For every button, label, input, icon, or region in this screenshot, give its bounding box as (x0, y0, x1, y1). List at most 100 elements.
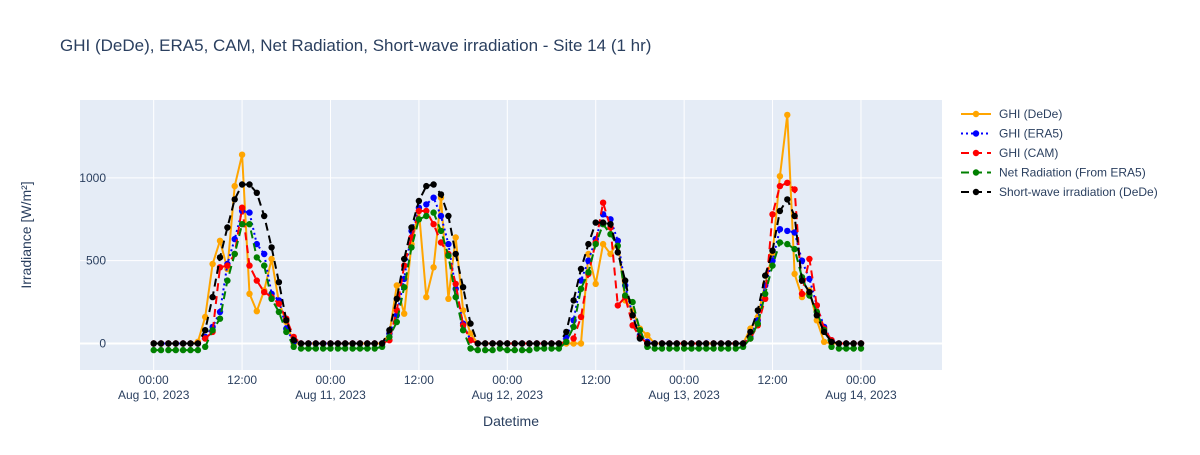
data-point[interactable] (445, 295, 452, 302)
data-point[interactable] (784, 111, 791, 119)
data-point[interactable] (423, 182, 430, 190)
data-point[interactable] (482, 346, 489, 354)
data-point[interactable] (202, 335, 209, 342)
data-point[interactable] (791, 270, 798, 278)
data-point[interactable] (452, 234, 459, 241)
data-point[interactable] (231, 250, 238, 258)
data-point[interactable] (680, 340, 688, 347)
data-point[interactable] (482, 340, 489, 347)
data-point[interactable] (717, 340, 725, 347)
data-point[interactable] (599, 240, 607, 248)
data-point[interactable] (577, 285, 585, 292)
data-point[interactable] (194, 346, 202, 354)
data-point[interactable] (776, 226, 784, 233)
data-point[interactable] (518, 340, 526, 347)
data-point[interactable] (172, 346, 179, 354)
data-point[interactable] (769, 262, 776, 269)
data-point[interactable] (452, 250, 459, 258)
data-point[interactable] (710, 345, 717, 352)
data-point[interactable] (784, 227, 791, 235)
data-point[interactable] (165, 346, 172, 354)
data-point[interactable] (437, 239, 445, 246)
data-point[interactable] (209, 293, 216, 301)
data-point[interactable] (577, 313, 585, 321)
data-point[interactable] (791, 186, 798, 193)
data-point[interactable] (238, 181, 246, 188)
data-point[interactable] (334, 340, 342, 347)
data-point[interactable] (231, 196, 238, 203)
data-point[interactable] (563, 338, 570, 345)
data-point[interactable] (496, 345, 504, 352)
data-point[interactable] (246, 290, 253, 297)
data-point[interactable] (636, 327, 644, 334)
legend-item[interactable]: Short-wave irradiation (DeDe) (961, 185, 1158, 199)
data-point[interactable] (371, 340, 378, 347)
data-point[interactable] (179, 340, 187, 347)
data-point[interactable] (275, 300, 283, 307)
data-point[interactable] (165, 340, 172, 347)
data-point[interactable] (784, 179, 791, 186)
data-point[interactable] (261, 288, 268, 296)
data-point[interactable] (607, 221, 614, 228)
data-point[interactable] (290, 337, 297, 344)
data-point[interactable] (423, 293, 430, 301)
data-point[interactable] (813, 312, 820, 319)
data-point[interactable] (776, 173, 784, 180)
data-point[interactable] (157, 340, 165, 347)
data-point[interactable] (401, 284, 408, 291)
data-point[interactable] (548, 345, 555, 352)
data-point[interactable] (415, 216, 423, 223)
data-point[interactable] (725, 340, 732, 347)
data-point[interactable] (327, 340, 334, 347)
data-point[interactable] (297, 345, 305, 352)
data-point[interactable] (474, 346, 481, 354)
data-point[interactable] (570, 297, 577, 304)
data-point[interactable] (290, 343, 297, 350)
data-point[interactable] (305, 345, 312, 352)
data-point[interactable] (312, 340, 319, 347)
data-point[interactable] (261, 250, 268, 258)
data-point[interactable] (437, 227, 445, 235)
data-point[interactable] (614, 237, 621, 244)
data-point[interactable] (187, 346, 194, 354)
data-point[interactable] (555, 345, 563, 352)
data-point[interactable] (342, 345, 349, 352)
data-point[interactable] (342, 340, 349, 347)
data-point[interactable] (393, 295, 400, 302)
data-point[interactable] (644, 340, 651, 347)
data-point[interactable] (533, 345, 540, 352)
data-point[interactable] (762, 272, 769, 279)
data-point[interactable] (246, 209, 253, 216)
series-net-radiation-from-era5[interactable] (150, 209, 865, 354)
data-point[interactable] (592, 219, 599, 226)
data-point[interactable] (607, 250, 614, 258)
data-point[interactable] (452, 280, 459, 288)
data-point[interactable] (798, 290, 806, 297)
data-point[interactable] (253, 277, 260, 284)
data-point[interactable] (791, 229, 798, 236)
data-point[interactable] (261, 212, 268, 220)
data-point[interactable] (673, 345, 680, 352)
data-point[interactable] (541, 340, 548, 347)
data-point[interactable] (703, 340, 710, 347)
data-point[interactable] (386, 333, 393, 341)
data-point[interactable] (533, 340, 540, 347)
data-point[interactable] (850, 340, 857, 347)
data-point[interactable] (732, 340, 739, 347)
data-point[interactable] (592, 280, 599, 288)
data-point[interactable] (688, 345, 695, 352)
data-point[interactable] (349, 340, 356, 347)
data-point[interactable] (216, 237, 224, 244)
data-point[interactable] (172, 340, 179, 347)
data-point[interactable] (776, 207, 784, 215)
data-point[interactable] (246, 221, 253, 228)
data-point[interactable] (857, 345, 865, 352)
data-point[interactable] (408, 244, 415, 251)
data-point[interactable] (599, 219, 607, 226)
data-point[interactable] (297, 340, 305, 347)
data-point[interactable] (393, 318, 400, 326)
data-point[interactable] (430, 264, 437, 271)
data-point[interactable] (843, 345, 850, 352)
data-point[interactable] (820, 328, 828, 336)
data-point[interactable] (423, 212, 430, 220)
